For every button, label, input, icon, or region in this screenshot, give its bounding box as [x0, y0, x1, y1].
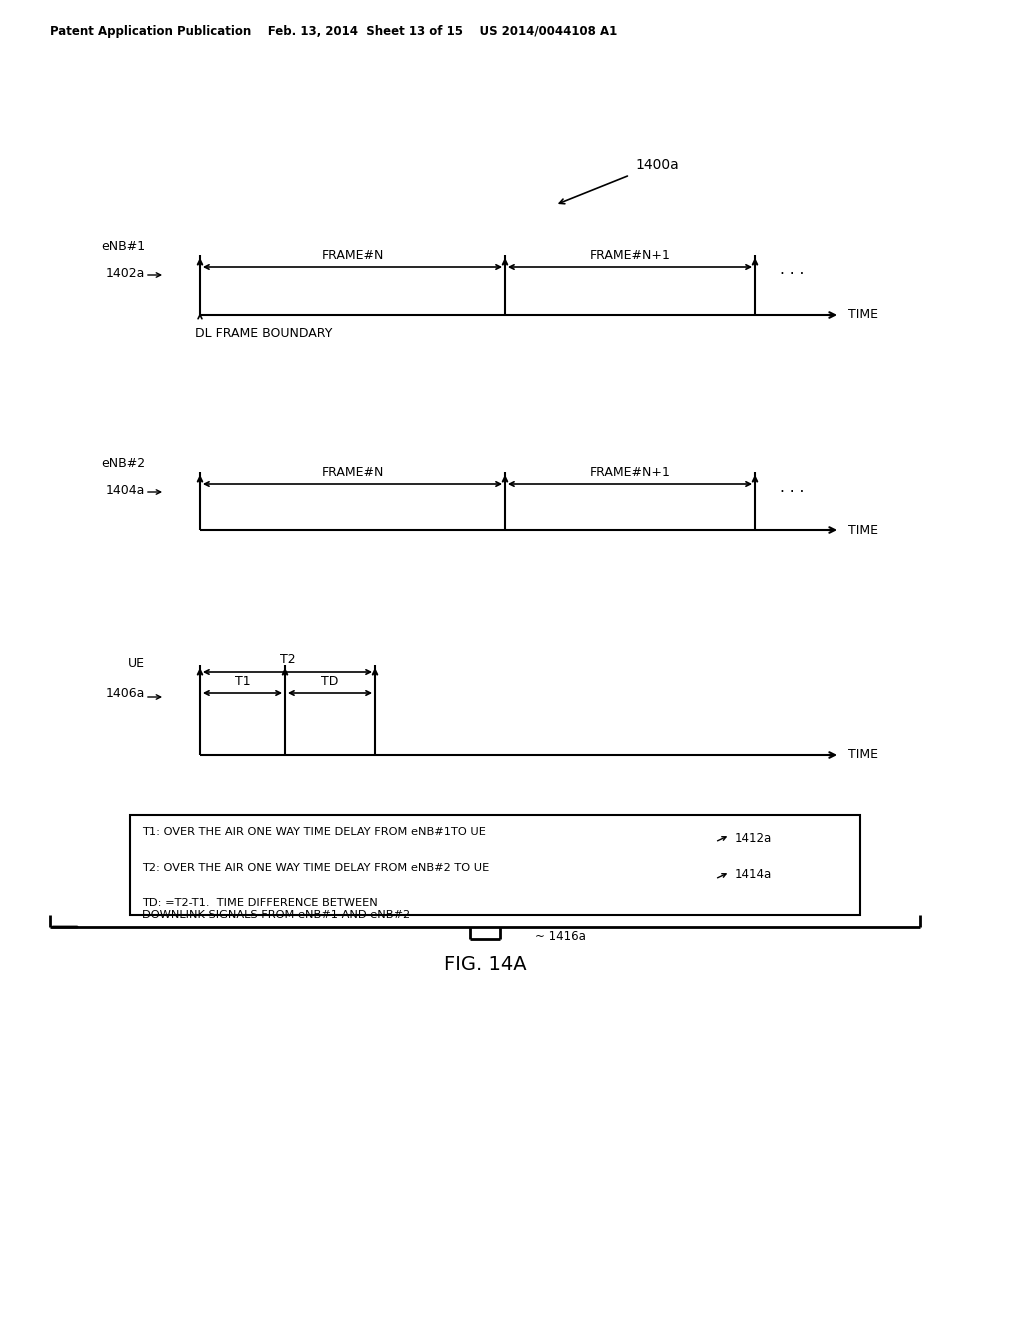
Text: FIG. 14A: FIG. 14A: [443, 954, 526, 974]
Text: T2: OVER THE AIR ONE WAY TIME DELAY FROM eNB#2 TO UE: T2: OVER THE AIR ONE WAY TIME DELAY FROM…: [142, 863, 489, 873]
Text: Patent Application Publication    Feb. 13, 2014  Sheet 13 of 15    US 2014/00441: Patent Application Publication Feb. 13, …: [50, 25, 617, 38]
Text: 1406a: 1406a: [105, 686, 145, 700]
Text: FRAME#N: FRAME#N: [322, 249, 384, 261]
Text: FRAME#N+1: FRAME#N+1: [590, 466, 671, 479]
Text: T1: OVER THE AIR ONE WAY TIME DELAY FROM eNB#1TO UE: T1: OVER THE AIR ONE WAY TIME DELAY FROM…: [142, 828, 485, 837]
Text: T1: T1: [234, 675, 250, 688]
Text: . . .: . . .: [780, 263, 805, 277]
Text: TD: =T2-T1.  TIME DIFFERENCE BETWEEN
DOWNLINK SIGNALS FROM eNB#1 AND eNB#2: TD: =T2-T1. TIME DIFFERENCE BETWEEN DOWN…: [142, 898, 411, 920]
Text: TIME: TIME: [848, 748, 878, 762]
Text: 1400a: 1400a: [635, 158, 679, 172]
Text: . . .: . . .: [780, 479, 805, 495]
Text: TIME: TIME: [848, 524, 878, 536]
Text: 1404a: 1404a: [105, 484, 145, 498]
Text: DL FRAME BOUNDARY: DL FRAME BOUNDARY: [195, 327, 333, 341]
Text: FRAME#N: FRAME#N: [322, 466, 384, 479]
Text: UE: UE: [128, 657, 145, 671]
Text: ~ 1416a: ~ 1416a: [535, 931, 586, 942]
Text: 1412a: 1412a: [735, 832, 772, 845]
Text: 1414a: 1414a: [735, 869, 772, 880]
Text: TIME: TIME: [848, 309, 878, 322]
Text: eNB#1: eNB#1: [101, 240, 145, 253]
FancyBboxPatch shape: [130, 814, 860, 915]
Text: T2: T2: [280, 653, 295, 667]
Text: 1402a: 1402a: [105, 267, 145, 280]
Text: eNB#2: eNB#2: [101, 457, 145, 470]
Text: FRAME#N+1: FRAME#N+1: [590, 249, 671, 261]
Text: TD: TD: [322, 675, 339, 688]
